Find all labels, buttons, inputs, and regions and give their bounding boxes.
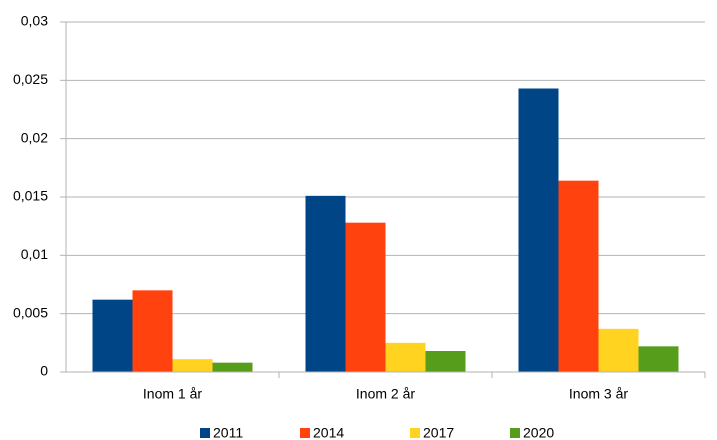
legend-label: 2011 xyxy=(213,425,243,440)
y-tick-label: 0 xyxy=(40,363,48,379)
y-tick-label: 0,005 xyxy=(13,304,48,320)
bar xyxy=(305,195,346,372)
bar xyxy=(172,359,213,372)
legend-label: 2020 xyxy=(523,425,554,440)
bar xyxy=(345,222,386,372)
bar xyxy=(425,351,466,372)
y-tick-label: 0,02 xyxy=(21,129,48,145)
bar xyxy=(385,342,426,372)
y-tick-label: 0,03 xyxy=(21,13,48,29)
y-tick-label: 0,025 xyxy=(13,71,48,87)
bar xyxy=(212,362,253,372)
legend-label: 2017 xyxy=(423,425,454,440)
bar xyxy=(598,328,639,372)
bar xyxy=(558,180,599,372)
bar xyxy=(518,88,559,372)
legend-swatch xyxy=(410,428,420,438)
y-tick-label: 0,015 xyxy=(13,188,48,204)
bar xyxy=(638,346,679,372)
legend-label: 2014 xyxy=(313,425,344,440)
y-tick-label: 0,01 xyxy=(21,246,48,262)
bar xyxy=(92,299,133,372)
legend-swatch xyxy=(510,428,520,438)
x-tick-label: Inom 2 år xyxy=(356,386,415,402)
x-tick-label: Inom 3 år xyxy=(569,386,628,402)
legend-swatch xyxy=(200,428,210,438)
bar xyxy=(132,290,173,372)
x-tick-label: Inom 1 år xyxy=(143,386,202,402)
legend-swatch xyxy=(300,428,310,438)
